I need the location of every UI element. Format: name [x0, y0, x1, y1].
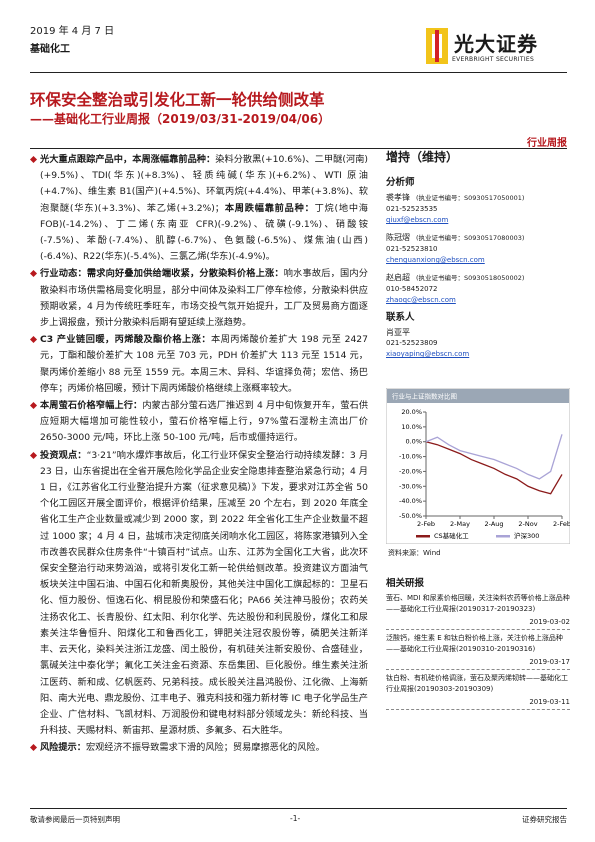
- analyst-line: 裘孝锋 (执业证书编号：S0930517050001): [386, 192, 570, 204]
- related-title: 泛酸钙，维生素 E 和钛白粉价格上涨，关注价格上涨品种——基础化工行业周报(20…: [386, 634, 563, 653]
- paragraph: 光大重点跟踪产品中，本周涨幅靠前品种：染料分散黑(+10.6%)、二甲醚(河南)…: [30, 152, 368, 265]
- report-type: 行业周报: [527, 138, 567, 149]
- related-date: 2019-03-11: [386, 697, 570, 710]
- y-tick-label: -40.0%: [399, 497, 422, 505]
- analyst-cert: (执业证书编号：S0930517050001): [416, 194, 525, 202]
- paragraph: C3 产业链回暖，丙烯酸及酯价格上涨：本周丙烯酸价差扩大 198 元至 2427…: [30, 332, 368, 397]
- y-tick-label: -10.0%: [399, 453, 422, 461]
- series-line: [425, 434, 563, 480]
- analyst-phone: 010-58452072: [386, 285, 438, 293]
- analyst-name: 赵启超: [386, 273, 410, 282]
- logo-en: EVERBRIGHT SECURITIES: [452, 56, 535, 63]
- analyst: 裘孝锋 (执业证书编号：S0930517050001) 021-52523535 qi…: [386, 192, 570, 226]
- body-text: 光大重点跟踪产品中，本周涨幅靠前品种：染料分散黑(+10.6%)、二甲醚(河南)…: [30, 152, 368, 792]
- analyst-email[interactable]: chenguanxiong@ebscn.com: [386, 256, 485, 264]
- paragraph: 风险提示：宏观经济不振导致需求下滑的风险；贸易摩擦恶化的风险。: [30, 740, 368, 756]
- logo-text: 光大证券: [454, 32, 538, 56]
- subtitle: ——基础化工行业周报（2019/03/31-2019/04/06）: [30, 112, 331, 126]
- x-tick-label: 2-May: [450, 520, 470, 528]
- paragraph-text: 丁烷(地中海 FOB)(-14.2%)、丁二烯(东南亚 CFR)(-9.2%)、…: [40, 202, 368, 263]
- analyst-phone: 021-52523535: [386, 205, 438, 213]
- analyst-name: 裘孝锋: [386, 193, 410, 202]
- sidebar: 增持（维持） 分析师 裘孝锋 (执业证书编号：S0930517050001) 021…: [386, 150, 570, 366]
- related-reports: 相关研报 萤石、MDI 和尿素价格回暖，关注染料农药等价格上涨品种——基础化工行…: [386, 572, 570, 713]
- paragraph-lead: 本周跌幅靠前品种：: [224, 202, 315, 214]
- x-tick-label: 2-Feb: [417, 520, 435, 528]
- paragraph-text: 响水事故后，国内分散染料市场供需格局变化明显，部分中间体及染料工厂停车检修，分散…: [40, 268, 368, 329]
- y-tick-label: -50.0%: [399, 512, 422, 520]
- related-list: 萤石、MDI 和尿素价格回暖，关注染料农药等价格上涨品种——基础化工行业周报(2…: [386, 593, 570, 710]
- chart-title-bar: [387, 389, 569, 403]
- chart: 行业与上证指数对比图 20.0% 10.0% 0.0% -10.0% -20.0% -30…: [386, 388, 570, 544]
- analyst-phone: 021-52523810: [386, 245, 438, 253]
- rating: 增持（维持）: [386, 150, 459, 164]
- title: 环保安全整治或引发化工新一轮供给侧改革: [30, 91, 325, 109]
- legend-swatch: [416, 535, 430, 538]
- contact-name: 肖亚平: [386, 328, 410, 337]
- section-title: 联系人: [386, 312, 415, 323]
- section-title: 分析师: [386, 177, 415, 188]
- analyst-cert: (执业证书编号：S0930517080003): [416, 234, 525, 242]
- header-rule: [30, 72, 567, 73]
- paragraph-lead: 投资观点：: [40, 449, 87, 461]
- analyst-cert: (执业证书编号：S0930518050002): [416, 274, 525, 282]
- legend-label: 沪深300: [514, 531, 539, 540]
- footer-left: 敬请参阅最后一页特别声明: [30, 815, 120, 824]
- paragraph-lead: 风险提示：: [40, 742, 86, 754]
- related-title: 钛白粉、有机硅价格调涨，萤石及聚丙烯韧转——基础化工行业周报(20190303-…: [386, 674, 568, 693]
- title-rule: [30, 148, 567, 149]
- paragraph: 行业动态：需求向好叠加供给端收紧，分散染料价格上涨：响水事故后，国内分散染料市场…: [30, 266, 368, 331]
- y-tick-label: 20.0%: [401, 408, 422, 416]
- y-tick-label: -30.0%: [399, 482, 422, 490]
- analyst-line: 陈冠熠 (执业证书编号：S0930517080003): [386, 232, 570, 244]
- logo-icon: [426, 28, 448, 64]
- report-date: 2019 年 4 月 7 日: [30, 26, 115, 37]
- paragraph-lead: C3 产业链回暖，丙烯酸及酯价格上涨：: [40, 334, 211, 346]
- related-date: 2019-03-17: [386, 657, 570, 670]
- analyst: 陈冠熠 (执业证书编号：S0930517080003) 021-52523810 ch…: [386, 232, 570, 266]
- chart-source: 资料来源：Wind: [388, 549, 441, 557]
- footer-rule: [30, 808, 567, 809]
- chart-frame: [386, 388, 570, 544]
- x-tick-label: 2-Aug: [484, 520, 503, 528]
- paragraph-text: “3·21”响水爆炸事故后，化工行业环保安全整治行动持续发酵：3 月 23 日，…: [40, 449, 368, 737]
- paragraph-text: 染料分散黑(+10.6%)、二甲醚(河南)(+9.5%)、TDI(华东)(+8.…: [40, 154, 368, 214]
- related-title: 萤石、MDI 和尿素价格回暖，关注染料农药等价格上涨品种——基础化工行业周报(2…: [386, 594, 570, 613]
- analyst-email[interactable]: zhaoqc@ebscn.com: [386, 296, 456, 304]
- series-line: [425, 441, 563, 495]
- footer-right: 证券研究报告: [522, 815, 567, 824]
- contact: 肖亚平 021-52523809 xiaoyaping@ebscn.com: [386, 327, 570, 360]
- contact-phone: 021-52523809: [386, 339, 438, 347]
- x-tick-label: 2-Feb: [553, 520, 570, 528]
- sector: 基础化工: [30, 44, 70, 55]
- x-tick-label: 2-Nov: [518, 520, 537, 528]
- contact-email[interactable]: xiaoyaping@ebscn.com: [386, 350, 470, 358]
- analyst-line: 赵启超 (执业证书编号：S0930518050002): [386, 272, 570, 284]
- page-number: -1-: [290, 814, 301, 823]
- chart-title: 行业与上证指数对比图: [392, 392, 457, 401]
- analyst: 赵启超 (执业证书编号：S0930518050002) 010-58452072 zh…: [386, 272, 570, 306]
- analyst-list: 裘孝锋 (执业证书编号：S0930517050001) 021-52523535 qi…: [386, 192, 570, 306]
- paragraph-lead: 本周萤石价格窄幅上行：: [40, 400, 143, 412]
- legend-label: CS基础化工: [434, 531, 469, 540]
- analyst-name: 陈冠熠: [386, 233, 410, 242]
- legend-swatch: [496, 535, 510, 538]
- y-tick-label: 0.0%: [405, 438, 422, 446]
- paragraph-text: 内蒙古部分萤石选厂推迟到 4 月中旬恢复开车，萤石供应短期大幅增加可能性较小，萤…: [40, 400, 368, 444]
- analyst-email[interactable]: qiuxf@ebscn.com: [386, 216, 449, 224]
- y-tick-label: 10.0%: [401, 423, 422, 431]
- paragraph: 本周萤石价格窄幅上行：内蒙古部分萤石选厂推迟到 4 月中旬恢复开车，萤石供应短期…: [30, 398, 368, 447]
- paragraph-lead: 光大重点跟踪产品中，本周涨幅靠前品种：: [40, 154, 216, 165]
- paragraph-text: 本周丙烯酸价差扩大 198 元至 2427 元，丁酯和酸价差扩大 108 元至 …: [40, 334, 368, 394]
- y-tick-label: -20.0%: [399, 467, 422, 475]
- paragraph: 投资观点：“3·21”响水爆炸事故后，化工行业环保安全整治行动持续发酵：3 月 …: [30, 448, 368, 740]
- related-date: 2019-03-02: [386, 617, 570, 630]
- paragraph-text: 宏观经济不振导致需求下滑的风险；贸易摩擦恶化的风险。: [85, 742, 325, 754]
- paragraph-lead: 行业动态：需求向好叠加供给端收紧，分散染料价格上涨：: [40, 268, 284, 280]
- section-title: 相关研报: [386, 578, 425, 589]
